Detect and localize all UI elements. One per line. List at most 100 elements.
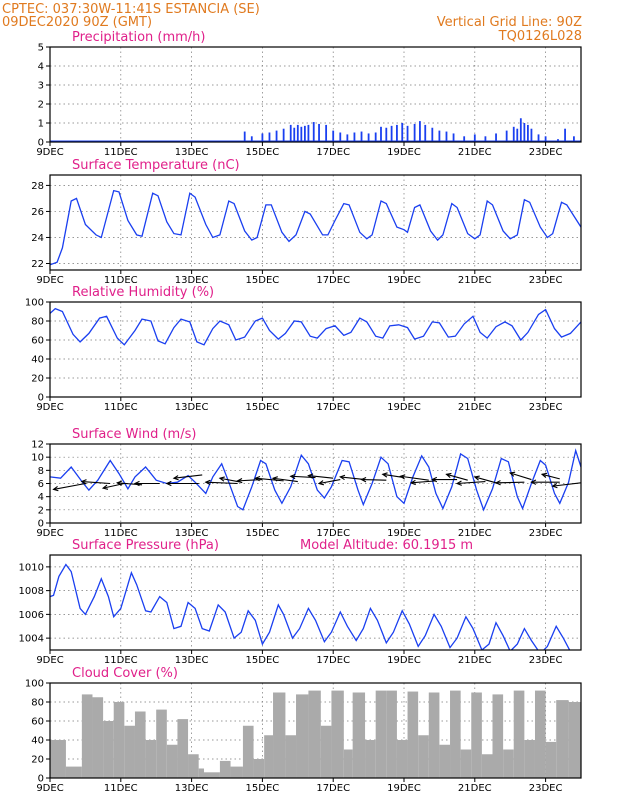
wind-arrow-shaft <box>496 481 525 484</box>
precip-bar <box>332 130 335 142</box>
wind-arrow <box>445 472 468 481</box>
wind-arrow-head <box>115 480 123 486</box>
wind-ytick-label: 6 <box>38 479 44 490</box>
rh-panel: 0 20 40 60 80 100 9DEC 11DEC 13DEC 15DEC 17DEC 19DE… <box>25 285 582 413</box>
temp-ytick-label: 24 <box>31 233 44 244</box>
precip-bar <box>431 127 434 142</box>
pressure-ytick-label: 1008 <box>19 586 44 597</box>
precip-bar <box>353 132 356 142</box>
cloud-bar <box>253 759 265 778</box>
wind-arrow-shaft <box>205 481 238 485</box>
rh-ytick-label: 100 <box>25 298 44 309</box>
wind-arrow-head <box>133 480 140 487</box>
precip-bar <box>385 127 388 142</box>
wind-arrow-shaft <box>382 473 405 479</box>
pressure-xtick-label: 21DEC <box>458 655 492 666</box>
wind-arrow-shaft <box>510 472 532 481</box>
pressure-xtick-label: 17DEC <box>316 655 350 666</box>
precip-bar <box>406 125 409 142</box>
rh-xtick-label: 17DEC <box>316 402 350 413</box>
wind-arrow-head <box>445 472 452 479</box>
wind-arrow-shaft <box>81 480 111 485</box>
wind-arrow-head <box>540 472 548 478</box>
cloud-ytick-label: 40 <box>31 736 44 747</box>
cloud-xtick-label: 11DEC <box>104 783 138 794</box>
precip-bar <box>312 122 315 142</box>
precip-bar <box>473 134 476 142</box>
precip-bar <box>380 126 382 142</box>
cloud-bar <box>177 719 189 778</box>
wind-ytick-label: 0 <box>38 519 44 530</box>
wind-arrow-shaft <box>255 477 284 482</box>
precip-bar <box>243 131 246 142</box>
wind-arrow <box>540 472 560 480</box>
cloud-ytick-label: 60 <box>31 717 44 728</box>
wind-arrow-shaft <box>219 477 242 483</box>
precip-bar <box>564 128 566 142</box>
wind-arrow <box>530 479 560 485</box>
cloud-bar <box>375 690 387 778</box>
rh-title: Relative Humidity (%) <box>72 285 214 300</box>
precip-bar <box>374 132 377 142</box>
pressure-ytick-label: 1010 <box>19 562 44 573</box>
precip-bar <box>445 131 448 142</box>
wind-series-line <box>50 448 581 512</box>
temp-xtick-label: 23DEC <box>529 275 563 286</box>
cloud-bar <box>264 735 274 778</box>
cloud-bar <box>556 700 569 778</box>
wind-arrow <box>133 480 160 487</box>
wind-arrow-shaft <box>411 480 436 484</box>
precip-bar <box>495 133 497 142</box>
cloud-bar <box>242 725 254 778</box>
wind-arrow-head <box>317 480 325 486</box>
cloud-bar <box>450 690 461 778</box>
precip-ytick-label: 3 <box>38 81 44 92</box>
cloud-ytick-label: 0 <box>38 774 44 785</box>
cloud-bar <box>134 711 146 778</box>
wind-arrow-shaft <box>308 475 334 479</box>
cloud-xtick-label: 21DEC <box>458 783 492 794</box>
temp-xtick-label: 19DEC <box>387 275 421 286</box>
precip-data <box>50 118 581 142</box>
wind-arrow <box>360 476 387 483</box>
wind-arrow-shaft <box>474 476 497 484</box>
cloud-frame <box>49 682 582 779</box>
wind-data <box>50 448 581 512</box>
precip-bar <box>512 126 515 142</box>
wind-arrow-head <box>431 476 438 483</box>
wind-arrow <box>204 479 238 486</box>
pressure-xtick-label: 13DEC <box>175 655 209 666</box>
cloud-bar <box>219 760 231 778</box>
rh-ytick-label: 20 <box>31 374 44 385</box>
precip-bar <box>424 124 427 142</box>
wind-arrow <box>101 482 125 490</box>
precip-ytick-label: 2 <box>38 100 44 111</box>
cloud-xtick-label: 23DEC <box>529 783 563 794</box>
precip-ytick-label: 0 <box>38 138 44 149</box>
header-line1: CPTEC: 037:30W-11:41S ESTANCIA (SE) <box>2 2 260 17</box>
wind-arrow-head <box>218 476 225 482</box>
precip-bar <box>250 136 253 142</box>
wind-arrow-head <box>360 476 367 483</box>
precip-ytick-label: 5 <box>38 43 44 54</box>
wind-xtick-label: 11DEC <box>104 528 138 539</box>
wind-arrow-head <box>236 477 243 484</box>
wind-arrow-head <box>508 471 516 477</box>
cloud-bar <box>396 740 408 778</box>
cloud-bar <box>439 744 451 778</box>
wind-arrow <box>80 479 111 485</box>
rh-series-line <box>50 307 581 346</box>
precip-bar <box>463 136 466 142</box>
precip-bar <box>519 118 522 142</box>
wind-xtick-label: 21DEC <box>458 528 492 539</box>
wind-frame <box>49 443 582 524</box>
wind-arrow-shaft <box>173 474 203 479</box>
wind-arrow <box>399 474 429 481</box>
pressure-series-line <box>50 563 571 650</box>
cloud-xtick-label: 19DEC <box>387 783 421 794</box>
wind-arrow <box>551 482 581 489</box>
pressure-data <box>50 563 571 650</box>
cloud-bar <box>524 740 535 778</box>
rh-xtick-label: 19DEC <box>387 402 421 413</box>
